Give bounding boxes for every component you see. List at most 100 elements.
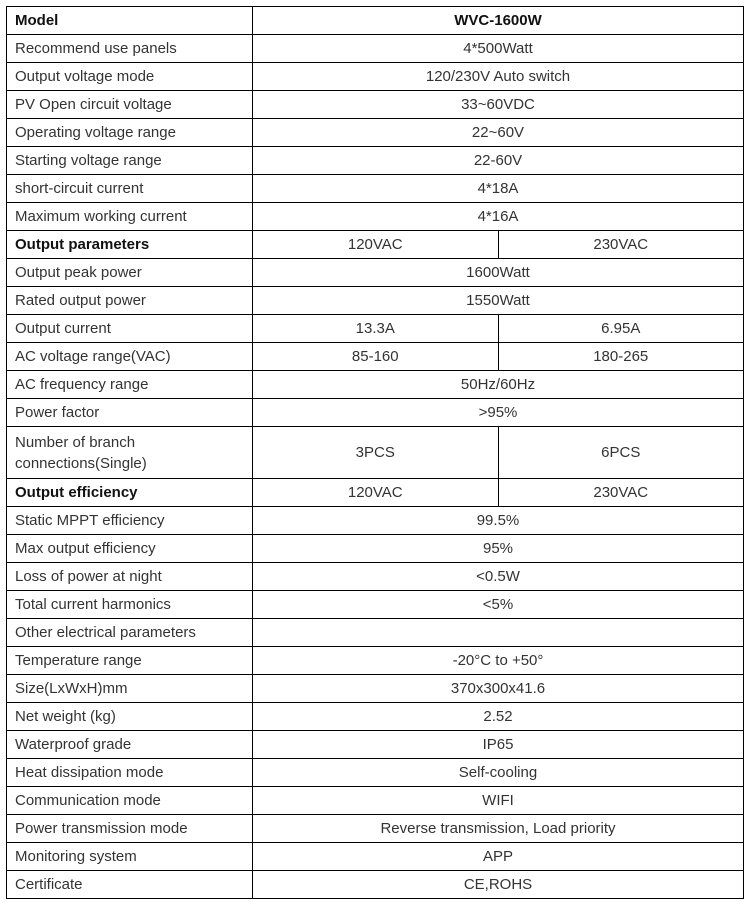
row-value: IP65 [253,731,744,759]
row-label: Monitoring system [7,843,253,871]
row-value: WVC-1600W [253,7,744,35]
row-value-right: 180-265 [498,343,744,371]
row-label: AC voltage range(VAC) [7,343,253,371]
table-row: Temperature range-20°C to +50° [7,647,744,675]
table-row: ModelWVC-1600W [7,7,744,35]
table-row: Loss of power at night<0.5W [7,563,744,591]
table-row: Maximum working current4*16A [7,203,744,231]
table-row: Heat dissipation modeSelf-cooling [7,759,744,787]
row-label: Power factor [7,399,253,427]
row-value: 95% [253,535,744,563]
row-value [253,619,744,647]
row-value: 120/230V Auto switch [253,63,744,91]
table-row: Output current13.3A6.95A [7,315,744,343]
table-row: Rated output power1550Watt [7,287,744,315]
row-value: 22~60V [253,119,744,147]
table-row: AC frequency range50Hz/60Hz [7,371,744,399]
row-label: Output voltage mode [7,63,253,91]
row-label: Model [7,7,253,35]
row-label: AC frequency range [7,371,253,399]
table-row: Operating voltage range22~60V [7,119,744,147]
row-label: Net weight (kg) [7,703,253,731]
row-label: Output current [7,315,253,343]
row-label: Certificate [7,871,253,899]
row-label: Waterproof grade [7,731,253,759]
row-label: Rated output power [7,287,253,315]
row-value-left: 13.3A [253,315,499,343]
row-label: Size(LxWxH)mm [7,675,253,703]
row-value: <5% [253,591,744,619]
row-label: Output parameters [7,231,253,259]
row-label: Other electrical parameters [7,619,253,647]
table-row: Starting voltage range22-60V [7,147,744,175]
row-value-left: 85-160 [253,343,499,371]
row-label: Loss of power at night [7,563,253,591]
row-label: Heat dissipation mode [7,759,253,787]
table-row: Net weight (kg)2.52 [7,703,744,731]
table-row: Number of branch connections(Single)3PCS… [7,427,744,479]
row-value: 99.5% [253,507,744,535]
row-label: Communication mode [7,787,253,815]
row-value: 22-60V [253,147,744,175]
table-row: Output efficiency120VAC230VAC [7,479,744,507]
row-value-left: 3PCS [253,427,499,479]
spec-table: ModelWVC-1600WRecommend use panels4*500W… [6,6,744,899]
table-row: Other electrical parameters [7,619,744,647]
row-label: Max output efficiency [7,535,253,563]
table-row: Communication modeWIFI [7,787,744,815]
row-value-right: 230VAC [498,231,744,259]
table-row: Power factor>95% [7,399,744,427]
row-label: Power transmission mode [7,815,253,843]
row-value: >95% [253,399,744,427]
row-value-right: 230VAC [498,479,744,507]
spec-table-body: ModelWVC-1600WRecommend use panels4*500W… [7,7,744,899]
table-row: Total current harmonics<5% [7,591,744,619]
table-row: Recommend use panels4*500Watt [7,35,744,63]
row-label: Output peak power [7,259,253,287]
table-row: Waterproof gradeIP65 [7,731,744,759]
row-value: 2.52 [253,703,744,731]
row-label: Recommend use panels [7,35,253,63]
table-row: Size(LxWxH)mm370x300x41.6 [7,675,744,703]
table-row: Static MPPT efficiency99.5% [7,507,744,535]
row-value: 4*16A [253,203,744,231]
row-value-right: 6.95A [498,315,744,343]
row-value: APP [253,843,744,871]
row-value: CE,ROHS [253,871,744,899]
row-value: 4*500Watt [253,35,744,63]
row-value: 4*18A [253,175,744,203]
row-value-left: 120VAC [253,231,499,259]
row-value: WIFI [253,787,744,815]
table-row: Output peak power1600Watt [7,259,744,287]
row-label: PV Open circuit voltage [7,91,253,119]
row-value: 1550Watt [253,287,744,315]
row-value: 50Hz/60Hz [253,371,744,399]
row-value: <0.5W [253,563,744,591]
row-label: Output efficiency [7,479,253,507]
row-label: Operating voltage range [7,119,253,147]
row-label: Temperature range [7,647,253,675]
row-value: -20°C to +50° [253,647,744,675]
table-row: short-circuit current4*18A [7,175,744,203]
table-row: Power transmission modeReverse transmiss… [7,815,744,843]
row-value: Reverse transmission, Load priority [253,815,744,843]
table-row: PV Open circuit voltage33~60VDC [7,91,744,119]
row-value: 1600Watt [253,259,744,287]
row-label: Number of branch connections(Single) [7,427,253,479]
row-label: Static MPPT efficiency [7,507,253,535]
row-label: Maximum working current [7,203,253,231]
row-value-left: 120VAC [253,479,499,507]
row-value: Self-cooling [253,759,744,787]
table-row: Output voltage mode120/230V Auto switch [7,63,744,91]
table-row: Output parameters120VAC230VAC [7,231,744,259]
table-row: Max output efficiency95% [7,535,744,563]
row-label: Total current harmonics [7,591,253,619]
table-row: AC voltage range(VAC)85-160180-265 [7,343,744,371]
table-row: Monitoring systemAPP [7,843,744,871]
table-row: CertificateCE,ROHS [7,871,744,899]
row-label: Starting voltage range [7,147,253,175]
row-value: 33~60VDC [253,91,744,119]
row-value: 370x300x41.6 [253,675,744,703]
row-value-right: 6PCS [498,427,744,479]
row-label: short-circuit current [7,175,253,203]
